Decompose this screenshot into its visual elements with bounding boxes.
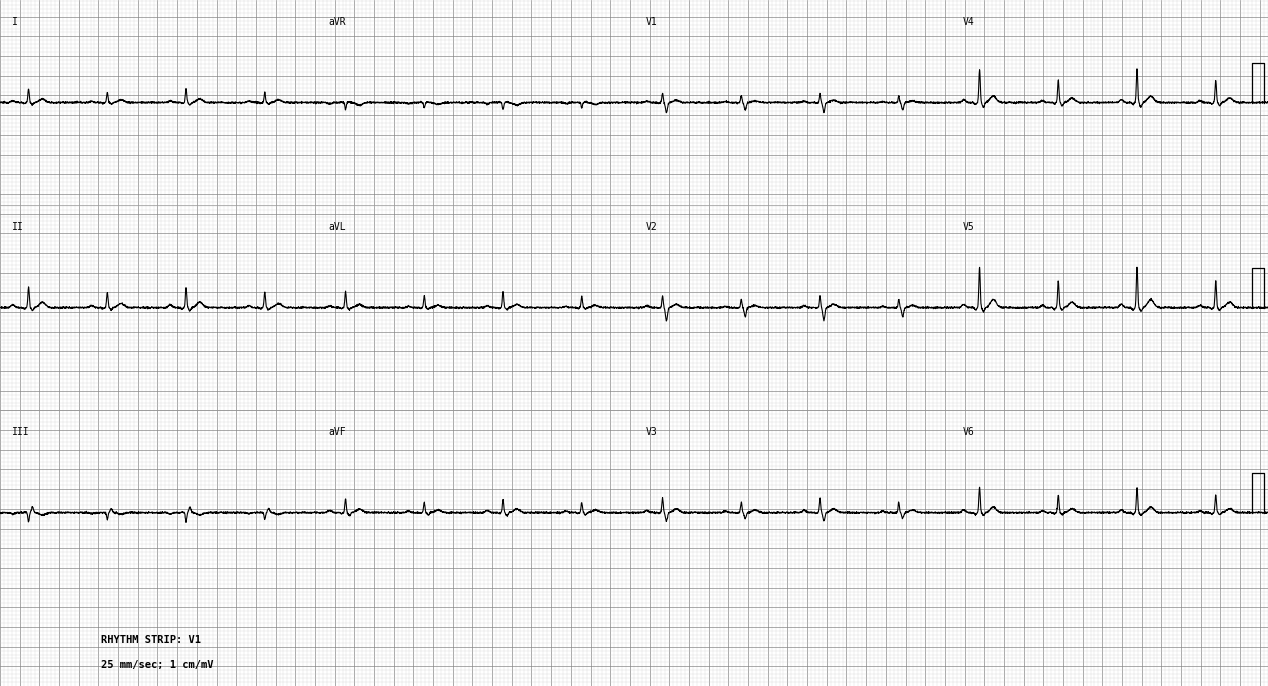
Text: 25 mm/sec; 1 cm/mV: 25 mm/sec; 1 cm/mV: [101, 661, 214, 670]
Text: V3: V3: [645, 427, 658, 437]
Text: V4: V4: [962, 16, 975, 27]
Text: V5: V5: [962, 222, 975, 232]
Text: aVR: aVR: [328, 16, 346, 27]
Text: aVL: aVL: [328, 222, 346, 232]
Text: V6: V6: [962, 427, 975, 437]
Text: aVF: aVF: [328, 427, 346, 437]
Text: I: I: [11, 16, 18, 27]
Text: II: II: [11, 222, 24, 232]
Text: V2: V2: [645, 222, 658, 232]
Text: V1: V1: [645, 16, 658, 27]
Text: III: III: [11, 427, 29, 437]
Text: RHYTHM STRIP: V1: RHYTHM STRIP: V1: [101, 635, 202, 646]
